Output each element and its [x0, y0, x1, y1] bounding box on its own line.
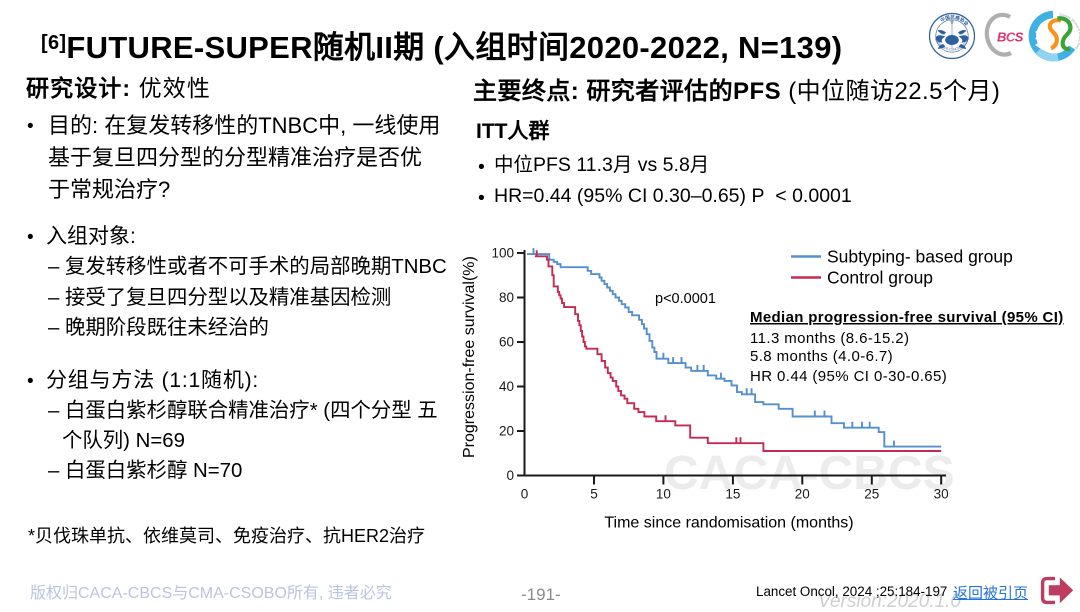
svg-text:0: 0 [506, 468, 514, 483]
svg-text:20: 20 [499, 424, 514, 439]
svg-text:Subtyping- based group: Subtyping- based group [827, 247, 1013, 267]
svg-text:HR 0.44 (95% CI 0-30-0.65): HR 0.44 (95% CI 0-30-0.65) [750, 368, 947, 385]
svg-text:0: 0 [521, 487, 529, 502]
svg-text:Progression-free survival(%): Progression-free survival(%) [461, 256, 478, 458]
svg-text:100: 100 [491, 246, 514, 261]
svg-text:10: 10 [656, 487, 671, 502]
svg-text:20: 20 [795, 487, 810, 502]
svg-text:60: 60 [499, 335, 514, 350]
svg-text:5: 5 [590, 487, 598, 502]
svg-text:30: 30 [934, 487, 949, 502]
svg-text:15: 15 [725, 487, 740, 502]
svg-text:80: 80 [499, 290, 514, 305]
svg-text:BCS: BCS [997, 30, 1024, 45]
svg-text:25: 25 [864, 487, 879, 502]
svg-text:Time since randomisation (mont: Time since randomisation (months) [604, 515, 853, 532]
svg-text:11.3 months (8.6-15.2): 11.3 months (8.6-15.2) [750, 330, 909, 347]
svg-text:p<0.0001: p<0.0001 [655, 291, 716, 307]
svg-text:5.8 months (4.0-6.7): 5.8 months (4.0-6.7) [750, 348, 893, 365]
svg-text:Median progression-free surviv: Median progression-free survival (95% CI… [750, 309, 1064, 326]
svg-text:40: 40 [499, 379, 514, 394]
svg-text:Control group: Control group [827, 268, 933, 288]
